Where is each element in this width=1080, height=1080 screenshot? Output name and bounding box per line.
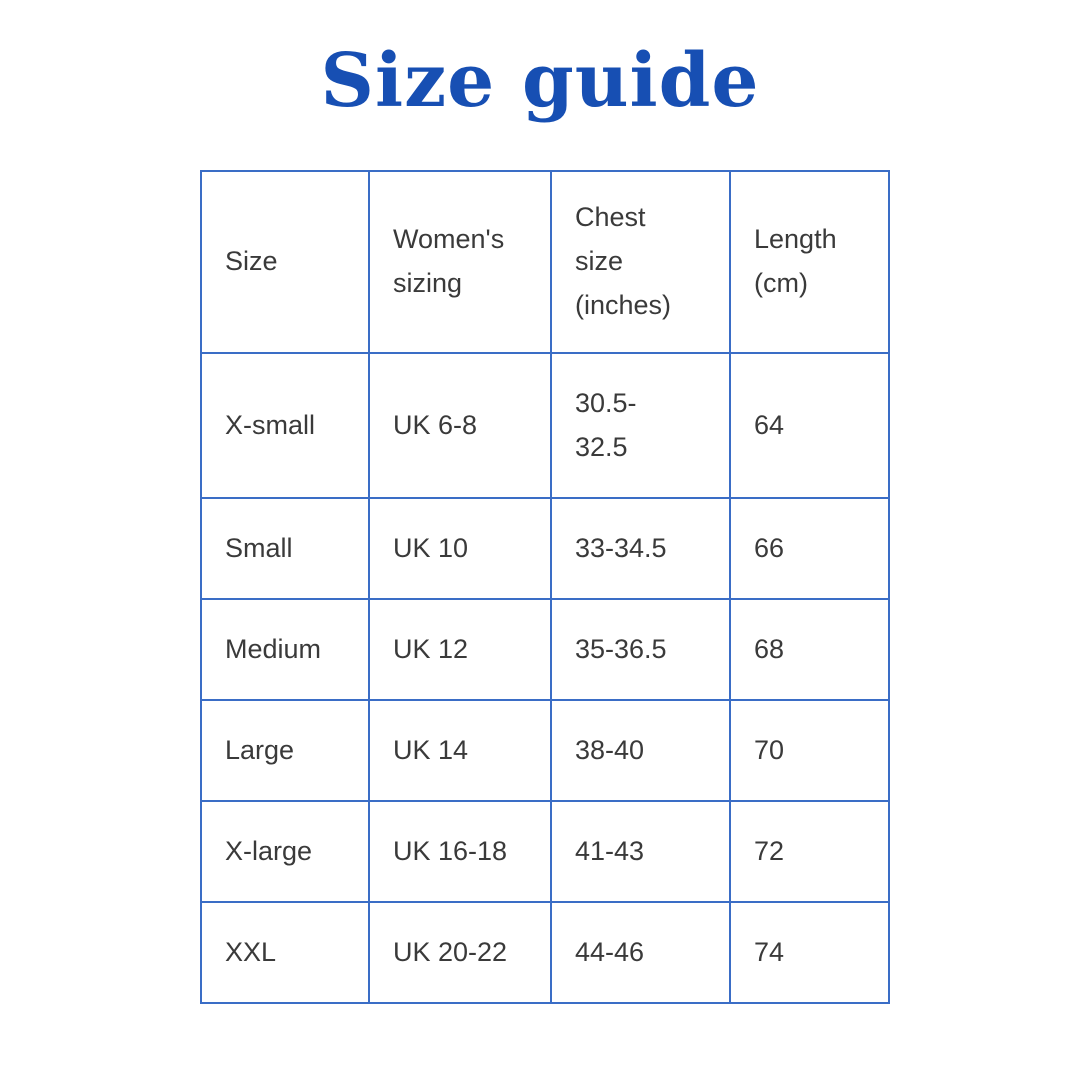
cell-length: 66 <box>729 497 890 600</box>
table-row: XXL UK 20-22 44-46 74 <box>200 901 890 1004</box>
table-row: Medium UK 12 35-36.5 68 <box>200 598 890 701</box>
table-row: X-small UK 6-8 30.5- 32.5 64 <box>200 352 890 499</box>
cell-womens-sizing: UK 10 <box>368 497 552 600</box>
cell-womens-sizing: UK 20-22 <box>368 901 552 1004</box>
cell-size: Small <box>200 497 370 600</box>
header-womens-sizing: Women's sizing <box>368 170 552 354</box>
cell-womens-sizing: UK 12 <box>368 598 552 701</box>
cell-size: X-small <box>200 352 370 499</box>
cell-size: X-large <box>200 800 370 903</box>
cell-length: 74 <box>729 901 890 1004</box>
cell-womens-sizing: UK 16-18 <box>368 800 552 903</box>
cell-size: XXL <box>200 901 370 1004</box>
table-header-row: Size Women's sizing Chest size (inches) … <box>200 170 890 354</box>
table-row: X-large UK 16-18 41-43 72 <box>200 800 890 903</box>
cell-chest-size: 38-40 <box>550 699 731 802</box>
header-length: Length (cm) <box>729 170 890 354</box>
header-size: Size <box>200 170 370 354</box>
cell-chest-size: 44-46 <box>550 901 731 1004</box>
cell-length: 64 <box>729 352 890 499</box>
page-title: Size guide <box>320 38 760 124</box>
cell-length: 68 <box>729 598 890 701</box>
cell-chest-size: 30.5- 32.5 <box>550 352 731 499</box>
table-row: Small UK 10 33-34.5 66 <box>200 497 890 600</box>
size-guide-table: Size Women's sizing Chest size (inches) … <box>200 170 890 1004</box>
cell-length: 70 <box>729 699 890 802</box>
cell-size: Large <box>200 699 370 802</box>
cell-womens-sizing: UK 6-8 <box>368 352 552 499</box>
table-row: Large UK 14 38-40 70 <box>200 699 890 802</box>
cell-size: Medium <box>200 598 370 701</box>
cell-chest-size: 33-34.5 <box>550 497 731 600</box>
header-chest-size: Chest size (inches) <box>550 170 731 354</box>
cell-chest-size: 35-36.5 <box>550 598 731 701</box>
cell-womens-sizing: UK 14 <box>368 699 552 802</box>
cell-length: 72 <box>729 800 890 903</box>
cell-chest-size: 41-43 <box>550 800 731 903</box>
